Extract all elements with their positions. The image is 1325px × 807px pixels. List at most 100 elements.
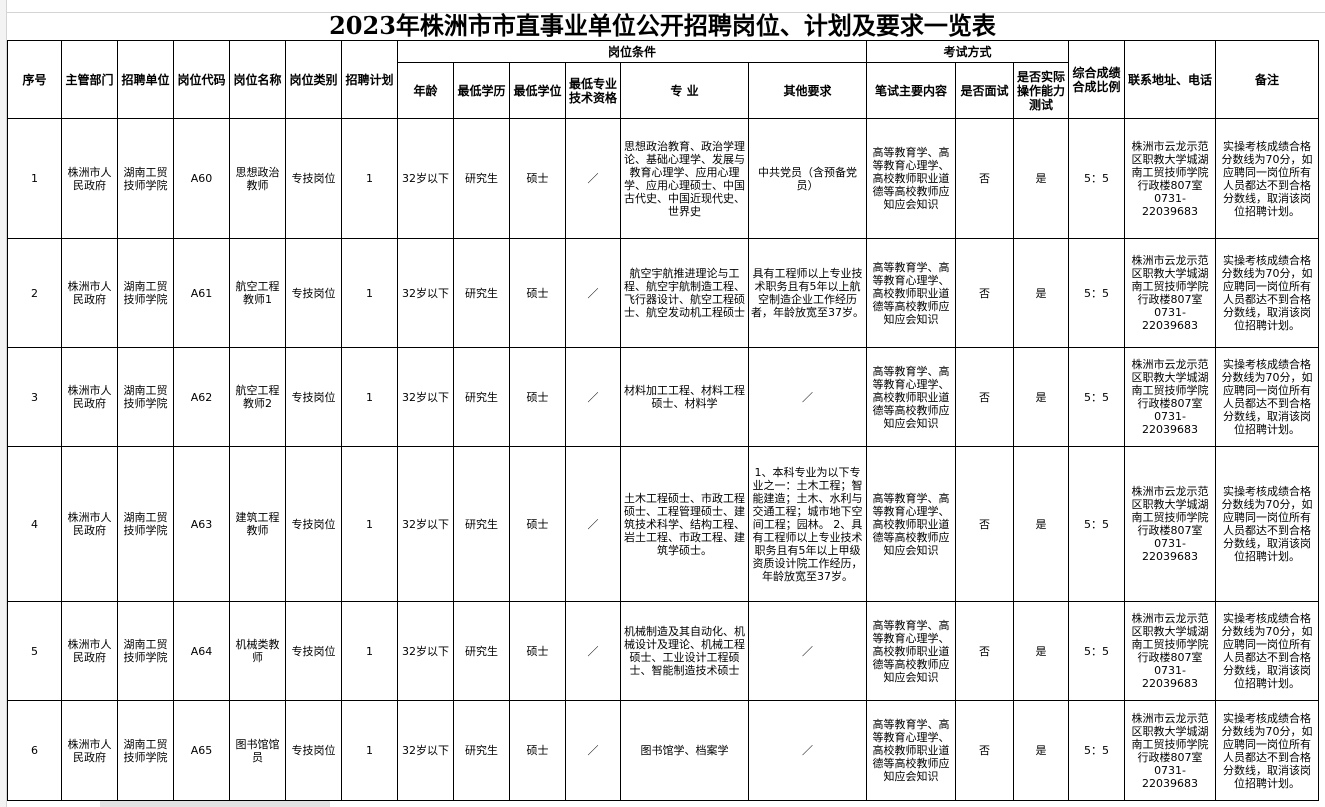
cell-degree[interactable]: 硕士 (509, 601, 566, 701)
cell-ratio[interactable]: 5：5 (1068, 118, 1126, 239)
cell-interview[interactable]: 否 (955, 700, 1015, 801)
cell-edu[interactable]: 研究生 (453, 700, 510, 801)
cell-contact[interactable]: 株洲市云龙示范区职教大学城湖南工贸技师学院行政楼807室 0731-2203968… (1124, 446, 1217, 602)
cell-written[interactable]: 高等教育学、高等教育心理学、高校教师职业道德等高校教师应知应会知识 (866, 601, 957, 701)
cell-code[interactable]: A63 (173, 446, 230, 602)
cell-plan[interactable]: 1 (341, 446, 398, 602)
cell-cert[interactable]: ／ (565, 446, 621, 602)
cell-age[interactable]: 32岁以下 (397, 238, 454, 348)
cell-plan[interactable]: 1 (341, 118, 398, 239)
cell-age[interactable]: 32岁以下 (397, 700, 454, 801)
cell-dept[interactable]: 株洲市人民政府 (61, 118, 118, 239)
cell-seq[interactable]: 3 (7, 347, 62, 447)
cell-interview[interactable]: 否 (955, 238, 1015, 348)
cell-remark[interactable]: 实操考核成绩合格分数线为70分，如应聘同一岗位所有人员都达不到合格分数线，取消该… (1215, 238, 1320, 348)
cell-plan[interactable]: 1 (341, 238, 398, 348)
cell-remark[interactable]: 实操考核成绩合格分数线为70分，如应聘同一岗位所有人员都达不到合格分数线，取消该… (1215, 601, 1320, 701)
cell-seq[interactable]: 4 (7, 446, 62, 602)
cell-major[interactable]: 机械制造及其自动化、机械设计及理论、机械工程硕士、工业设计工程硕士、智能制造技术… (620, 601, 749, 701)
cell-name[interactable]: 航空工程教师2 (229, 347, 286, 447)
cell-practical[interactable]: 是 (1013, 446, 1070, 602)
cell-degree[interactable]: 硕士 (509, 700, 566, 801)
cell-plan[interactable]: 1 (341, 347, 398, 447)
cell-unit[interactable]: 湖南工贸技师学院 (117, 446, 174, 602)
cell-age[interactable]: 32岁以下 (397, 446, 454, 602)
cell-unit[interactable]: 湖南工贸技师学院 (117, 601, 174, 701)
cell-other[interactable]: 1、本科专业为以下专业之一：土木工程；智能建造；土木、水利与交通工程；城市地下空… (747, 446, 868, 602)
cell-edu[interactable]: 研究生 (453, 347, 510, 447)
cell-contact[interactable]: 株洲市云龙示范区职教大学城湖南工贸技师学院行政楼807室 0731-2203968… (1124, 238, 1217, 348)
cell-unit[interactable]: 湖南工贸技师学院 (117, 118, 174, 239)
horizontal-scrollbar[interactable] (100, 801, 330, 807)
cell-cert[interactable]: ／ (565, 700, 621, 801)
cell-written[interactable]: 高等教育学、高等教育心理学、高校教师职业道德等高校教师应知应会知识 (866, 347, 957, 447)
cell-remark[interactable]: 实操考核成绩合格分数线为70分，如应聘同一岗位所有人员都达不到合格分数线，取消该… (1215, 118, 1320, 239)
cell-name[interactable]: 图书馆馆员 (229, 700, 286, 801)
cell-major[interactable]: 材料加工工程、材料工程硕士、材料学 (620, 347, 749, 447)
cell-practical[interactable]: 是 (1013, 601, 1070, 701)
cell-seq[interactable]: 5 (7, 601, 62, 701)
cell-unit[interactable]: 湖南工贸技师学院 (117, 238, 174, 348)
cell-type[interactable]: 专技岗位 (285, 700, 342, 801)
cell-practical[interactable]: 是 (1013, 118, 1070, 239)
cell-degree[interactable]: 硕士 (509, 118, 566, 239)
cell-type[interactable]: 专技岗位 (285, 446, 342, 602)
cell-contact[interactable]: 株洲市云龙示范区职教大学城湖南工贸技师学院行政楼807室 0731-2203968… (1124, 118, 1217, 239)
cell-code[interactable]: A62 (173, 347, 230, 447)
cell-degree[interactable]: 硕士 (509, 238, 566, 348)
cell-seq[interactable]: 6 (7, 700, 62, 801)
cell-interview[interactable]: 否 (955, 446, 1015, 602)
cell-other[interactable]: ／ (747, 601, 868, 701)
cell-dept[interactable]: 株洲市人民政府 (61, 700, 118, 801)
cell-type[interactable]: 专技岗位 (285, 601, 342, 701)
cell-cert[interactable]: ／ (565, 118, 621, 239)
cell-major[interactable]: 土木工程硕士、市政工程硕士、工程管理硕士、建筑技术科学、结构工程、岩土工程、市政… (620, 446, 749, 602)
cell-name[interactable]: 机械类教师 (229, 601, 286, 701)
cell-remark[interactable]: 实操考核成绩合格分数线为70分，如应聘同一岗位所有人员都达不到合格分数线，取消该… (1215, 700, 1320, 801)
cell-dept[interactable]: 株洲市人民政府 (61, 601, 118, 701)
cell-unit[interactable]: 湖南工贸技师学院 (117, 700, 174, 801)
cell-dept[interactable]: 株洲市人民政府 (61, 446, 118, 602)
cell-code[interactable]: A60 (173, 118, 230, 239)
cell-ratio[interactable]: 5：5 (1068, 446, 1126, 602)
cell-type[interactable]: 专技岗位 (285, 347, 342, 447)
cell-age[interactable]: 32岁以下 (397, 118, 454, 239)
cell-interview[interactable]: 否 (955, 347, 1015, 447)
cell-age[interactable]: 32岁以下 (397, 601, 454, 701)
cell-degree[interactable]: 硕士 (509, 446, 566, 602)
cell-type[interactable]: 专技岗位 (285, 118, 342, 239)
cell-ratio[interactable]: 5：5 (1068, 700, 1126, 801)
cell-remark[interactable]: 实操考核成绩合格分数线为70分，如应聘同一岗位所有人员都达不到合格分数线，取消该… (1215, 347, 1320, 447)
cell-other[interactable]: ／ (747, 347, 868, 447)
cell-name[interactable]: 思想政治教师 (229, 118, 286, 239)
cell-written[interactable]: 高等教育学、高等教育心理学、高校教师职业道德等高校教师应知应会知识 (866, 238, 957, 348)
cell-contact[interactable]: 株洲市云龙示范区职教大学城湖南工贸技师学院行政楼807室 0731-2203968… (1124, 347, 1217, 447)
cell-edu[interactable]: 研究生 (453, 238, 510, 348)
cell-major[interactable]: 思想政治教育、政治学理论、基础心理学、发展与教育心理学、应用心理学、应用心理硕士… (620, 118, 749, 239)
cell-seq[interactable]: 1 (7, 118, 62, 239)
cell-written[interactable]: 高等教育学、高等教育心理学、高校教师职业道德等高校教师应知应会知识 (866, 118, 957, 239)
cell-written[interactable]: 高等教育学、高等教育心理学、高校教师职业道德等高校教师应知应会知识 (866, 700, 957, 801)
cell-dept[interactable]: 株洲市人民政府 (61, 238, 118, 348)
cell-name[interactable]: 建筑工程教师 (229, 446, 286, 602)
cell-seq[interactable]: 2 (7, 238, 62, 348)
cell-interview[interactable]: 否 (955, 118, 1015, 239)
cell-dept[interactable]: 株洲市人民政府 (61, 347, 118, 447)
cell-practical[interactable]: 是 (1013, 238, 1070, 348)
cell-unit[interactable]: 湖南工贸技师学院 (117, 347, 174, 447)
cell-ratio[interactable]: 5：5 (1068, 601, 1126, 701)
cell-edu[interactable]: 研究生 (453, 446, 510, 602)
cell-age[interactable]: 32岁以下 (397, 347, 454, 447)
cell-degree[interactable]: 硕士 (509, 347, 566, 447)
cell-code[interactable]: A61 (173, 238, 230, 348)
cell-name[interactable]: 航空工程教师1 (229, 238, 286, 348)
cell-major[interactable]: 航空宇航推进理论与工程、航空宇航制造工程、飞行器设计、航空工程硕士、航空发动机工… (620, 238, 749, 348)
cell-written[interactable]: 高等教育学、高等教育心理学、高校教师职业道德等高校教师应知应会知识 (866, 446, 957, 602)
cell-edu[interactable]: 研究生 (453, 118, 510, 239)
cell-other[interactable]: ／ (747, 700, 868, 801)
cell-plan[interactable]: 1 (341, 601, 398, 701)
cell-interview[interactable]: 否 (955, 601, 1015, 701)
cell-practical[interactable]: 是 (1013, 347, 1070, 447)
cell-cert[interactable]: ／ (565, 601, 621, 701)
cell-code[interactable]: A65 (173, 700, 230, 801)
